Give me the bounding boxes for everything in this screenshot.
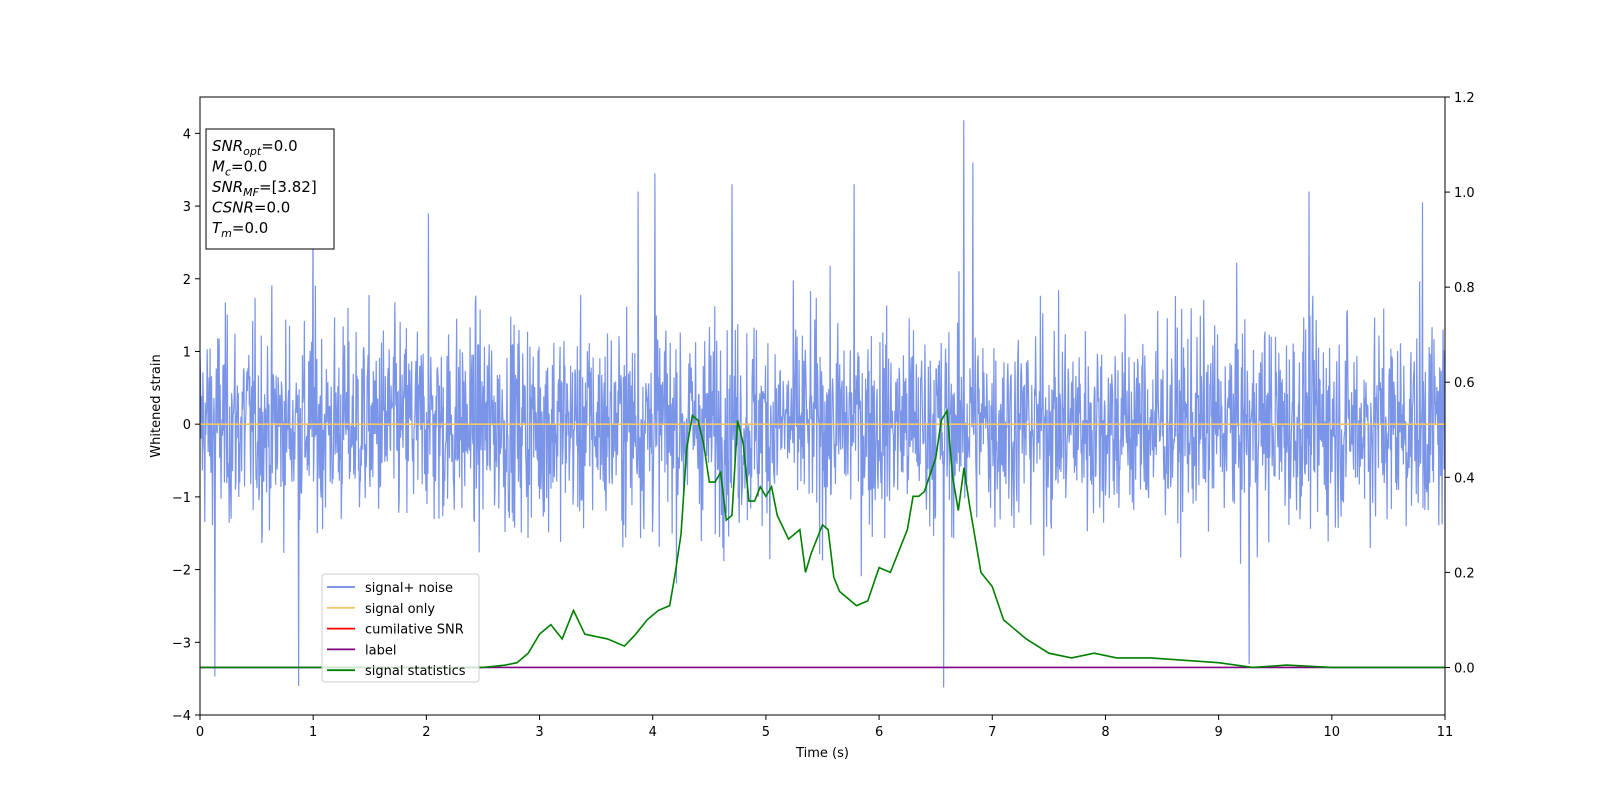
legend-label: signal statistics bbox=[365, 664, 466, 679]
x-tick-label: 8 bbox=[1101, 725, 1109, 740]
y-right-tick-label: 0.0 bbox=[1454, 661, 1475, 676]
info-value: =0.0 bbox=[261, 137, 297, 155]
info-value: =0.0 bbox=[232, 219, 268, 237]
info-line: Tm=0.0 bbox=[212, 219, 268, 240]
y-left-tick-label: 0 bbox=[183, 418, 191, 433]
info-value: =[3.82] bbox=[259, 178, 317, 196]
x-tick-label: 7 bbox=[988, 725, 996, 740]
info-symbol: SNR bbox=[212, 137, 243, 155]
x-tick-label: 6 bbox=[875, 725, 883, 740]
x-axis-label: Time (s) bbox=[795, 746, 849, 761]
legend-label: signal+ noise bbox=[365, 581, 453, 596]
y-left-tick-label: −2 bbox=[172, 564, 191, 579]
legend-frame bbox=[321, 573, 480, 683]
info-subscript: opt bbox=[243, 145, 262, 158]
info-symbol: T bbox=[212, 219, 223, 237]
y-axis-label: Whitened strain bbox=[149, 354, 164, 457]
y-left-tick-label: 4 bbox=[183, 127, 191, 142]
info-subscript: m bbox=[221, 227, 232, 240]
info-subscript: MF bbox=[243, 186, 259, 199]
series-line-signal-statistics bbox=[200, 408, 1445, 669]
y-right-tick-label: 0.4 bbox=[1454, 471, 1475, 486]
x-tick-label: 11 bbox=[1437, 725, 1454, 740]
x-tick-label: 1 bbox=[309, 725, 317, 740]
y-left-tick-label: 3 bbox=[183, 200, 191, 215]
signal-noise-line bbox=[199, 120, 1446, 688]
x-tick-label: 3 bbox=[535, 725, 543, 740]
y-right-tick-label: 0.8 bbox=[1454, 281, 1475, 296]
y-right-tick-label: 1.2 bbox=[1454, 91, 1475, 106]
legend-label: label bbox=[365, 643, 396, 658]
y-right-tick-label: 1.0 bbox=[1454, 186, 1475, 201]
y-left-tick-label: 2 bbox=[183, 273, 191, 288]
y-axis-right-ticks: 0.0 0.2 0.4 0.6 0.8 1.0 1.2 bbox=[1445, 91, 1475, 676]
info-box: SNRopt=0.0Mc=0.0SNRMF=[3.82]CSNR=0.0Tm=0… bbox=[205, 128, 335, 250]
legend-label: signal only bbox=[365, 602, 435, 617]
legend-label: cumilative SNR bbox=[365, 623, 464, 638]
y-left-tick-label: −1 bbox=[172, 491, 191, 506]
y-left-tick-label: −4 bbox=[172, 709, 191, 724]
info-box-frame bbox=[205, 128, 335, 250]
y-axis-left-ticks: −4 −3 −2 −1 0 1 2 3 4 bbox=[172, 127, 200, 724]
info-symbol: M bbox=[212, 158, 225, 176]
info-symbol: SNR bbox=[212, 178, 243, 196]
info-line: Mc=0.0 bbox=[212, 158, 267, 179]
info-symbol: CSNR bbox=[212, 199, 254, 217]
x-tick-label: 9 bbox=[1214, 725, 1222, 740]
x-axis-ticks: 0 1 2 3 4 5 6 7 8 9 10 11 bbox=[196, 715, 1453, 740]
y-right-tick-label: 0.2 bbox=[1454, 566, 1475, 581]
info-line: CSNR=0.0 bbox=[212, 199, 290, 217]
x-tick-label: 2 bbox=[422, 725, 430, 740]
plot-frame bbox=[199, 96, 1446, 716]
info-line: SNRMF=[3.82] bbox=[212, 178, 317, 199]
legend: signal+ noise signal only cumilative SNR la… bbox=[321, 573, 480, 683]
y-left-tick-label: −3 bbox=[172, 636, 191, 651]
x-tick-label: 10 bbox=[1324, 725, 1341, 740]
signal-noise-series bbox=[199, 120, 1446, 688]
y-left-tick-label: 1 bbox=[183, 345, 191, 360]
x-tick-label: 4 bbox=[649, 725, 657, 740]
info-line: SNRopt=0.0 bbox=[212, 137, 298, 158]
info-value: =0.0 bbox=[254, 199, 290, 217]
x-tick-label: 0 bbox=[196, 725, 204, 740]
info-subscript: c bbox=[225, 166, 231, 179]
info-value: =0.0 bbox=[231, 158, 267, 176]
y-right-tick-label: 0.6 bbox=[1454, 376, 1475, 391]
x-tick-label: 5 bbox=[762, 725, 770, 740]
